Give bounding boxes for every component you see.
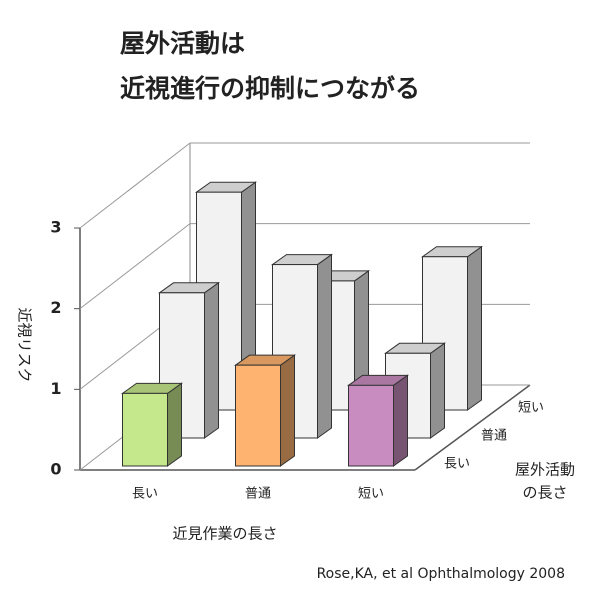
y-axis-title: 近視リスク — [16, 307, 34, 382]
bar-side — [393, 374, 408, 467]
bar-side — [280, 354, 295, 467]
bar-side — [167, 382, 182, 467]
depth-axis-title: 屋外活動 — [515, 461, 575, 479]
grid-line — [79, 142, 191, 229]
legend-label: 長い — [444, 457, 470, 472]
bar — [235, 364, 281, 467]
y-tick-label: 1 — [50, 379, 61, 398]
y-tick-label: 0 — [50, 460, 61, 479]
x-axis-title: 近見作業の長さ — [172, 525, 277, 543]
bar — [348, 384, 394, 467]
x-tick-label: 短い — [358, 487, 384, 502]
chart-subtitle: 近視進行の抑制につながる — [120, 74, 420, 103]
chart-title: 屋外活動は — [120, 29, 245, 58]
legend-label: 普通 — [481, 429, 507, 444]
grid-line — [79, 223, 191, 310]
y-tick-label: 2 — [50, 298, 61, 317]
bar — [122, 392, 168, 467]
axis-line — [414, 384, 531, 471]
legend-label: 短い — [518, 401, 544, 416]
bar-side — [467, 245, 482, 411]
y-tick-label: 3 — [50, 218, 61, 237]
bar-side — [317, 253, 332, 439]
bar-side — [430, 342, 445, 439]
x-tick-label: 普通 — [245, 487, 271, 502]
depth-axis-title: の長さ — [522, 484, 567, 502]
x-tick-label: 長い — [132, 487, 158, 502]
bar-side — [204, 281, 219, 439]
source: Rose,KA, et al Ophthalmology 2008 — [317, 566, 565, 582]
